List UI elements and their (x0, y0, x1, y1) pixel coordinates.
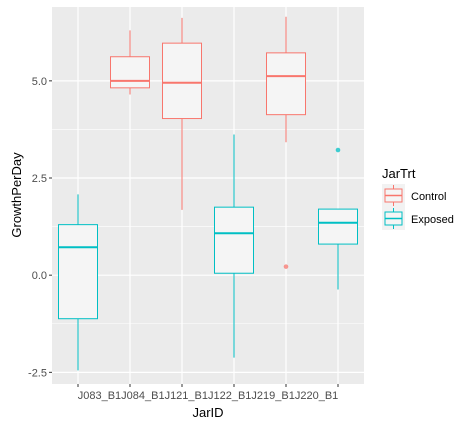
box-body (162, 42, 202, 120)
box-J121_B1 (162, 17, 202, 210)
y-tick-label: 0.0 (32, 270, 47, 282)
box-body (266, 52, 306, 116)
legend-key-exposed (382, 207, 405, 230)
box-body (110, 56, 150, 89)
box-J219_B1 (266, 16, 306, 269)
box-J083_B1 (58, 194, 98, 371)
legend: JarTrt Control Exposed (382, 166, 454, 230)
x-axis-title: JarID (192, 405, 223, 420)
boxes (58, 16, 358, 371)
box-J084_B1 (110, 30, 150, 95)
y-tick-label: -2.5 (28, 367, 47, 379)
outlier-point (335, 147, 341, 153)
box-body (318, 208, 358, 245)
outlier-point (283, 264, 289, 269)
legend-key-control (382, 184, 405, 207)
legend-label-control: Control (411, 191, 446, 203)
y-tick-label: 2.5 (32, 173, 47, 185)
box-body (58, 224, 98, 320)
plot-panel (52, 7, 364, 384)
x-tick-labels: J083_B1J084_B1J121_B1J122_B1J219_B1J220_… (78, 390, 339, 402)
y-tick-label: 5.0 (32, 76, 47, 88)
legend-title: JarTrt (382, 166, 416, 181)
y-axis: -2.5 0.0 2.5 5.0 (28, 76, 52, 379)
x-axis: J083_B1J084_B1J121_B1J122_B1J219_B1J220_… (77, 384, 339, 402)
box-J220_B1 (318, 147, 358, 290)
legend-label-exposed: Exposed (411, 214, 454, 226)
y-axis-title: GrowthPerDay (9, 152, 24, 238)
box-body (214, 206, 254, 274)
box-J122_B1 (214, 134, 254, 358)
